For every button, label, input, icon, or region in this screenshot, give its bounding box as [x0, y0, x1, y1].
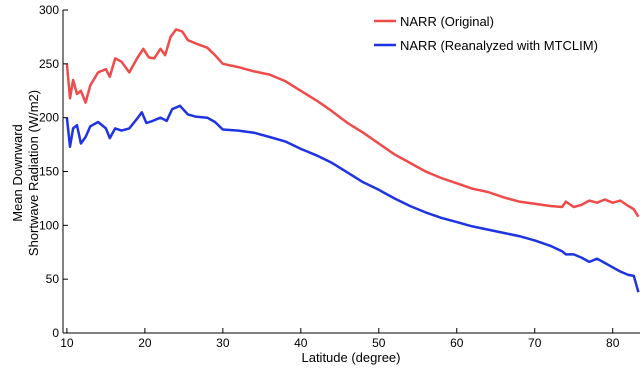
- x-tick-label: 80: [606, 336, 620, 350]
- y-tick-label: 150: [39, 165, 59, 179]
- x-tick-label: 20: [138, 336, 152, 350]
- x-tick-label: 60: [450, 336, 464, 350]
- series-line-original: [65, 28, 640, 218]
- x-ticks: 10 20 30 40 50 60 70 80: [60, 328, 620, 350]
- y-tick-label: 50: [46, 272, 60, 286]
- x-tick-label: 30: [216, 336, 230, 350]
- y-ticks: 0 50 100 150 200 250 300: [39, 3, 68, 340]
- x-tick-label: 50: [372, 336, 386, 350]
- plot-area: 10 20 30 40 50 60 70 80 0 50 100 150 200 250 300: [39, 3, 640, 350]
- x-tick-label: 70: [528, 336, 542, 350]
- y-tick-label: 0: [52, 326, 59, 340]
- plot-frame: [63, 10, 640, 333]
- y-tick-label: 250: [39, 57, 59, 71]
- legend: NARR (Original) NARR (Reanalyzed with MT…: [374, 14, 598, 53]
- x-tick-label: 40: [294, 336, 308, 350]
- y-tick-label: 200: [39, 111, 59, 125]
- y-axis-title-line-1: Mean Downward: [10, 124, 25, 222]
- x-axis-title: Latitude (degree): [301, 350, 400, 365]
- x-tick-label: 10: [60, 336, 74, 350]
- legend-label-original: NARR (Original): [400, 14, 494, 29]
- y-axis-title-line-2: Shortwave Radiation (W/m2): [26, 90, 41, 256]
- y-axis-title: Mean Downward Shortwave Radiation (W/m2): [10, 90, 41, 256]
- legend-label-reanalyzed: NARR (Reanalyzed with MTCLIM): [400, 38, 598, 53]
- y-tick-label: 100: [39, 218, 59, 232]
- series-layer: [65, 28, 640, 293]
- y-tick-label: 300: [39, 3, 59, 17]
- series-line-reanalyzed: [65, 104, 640, 293]
